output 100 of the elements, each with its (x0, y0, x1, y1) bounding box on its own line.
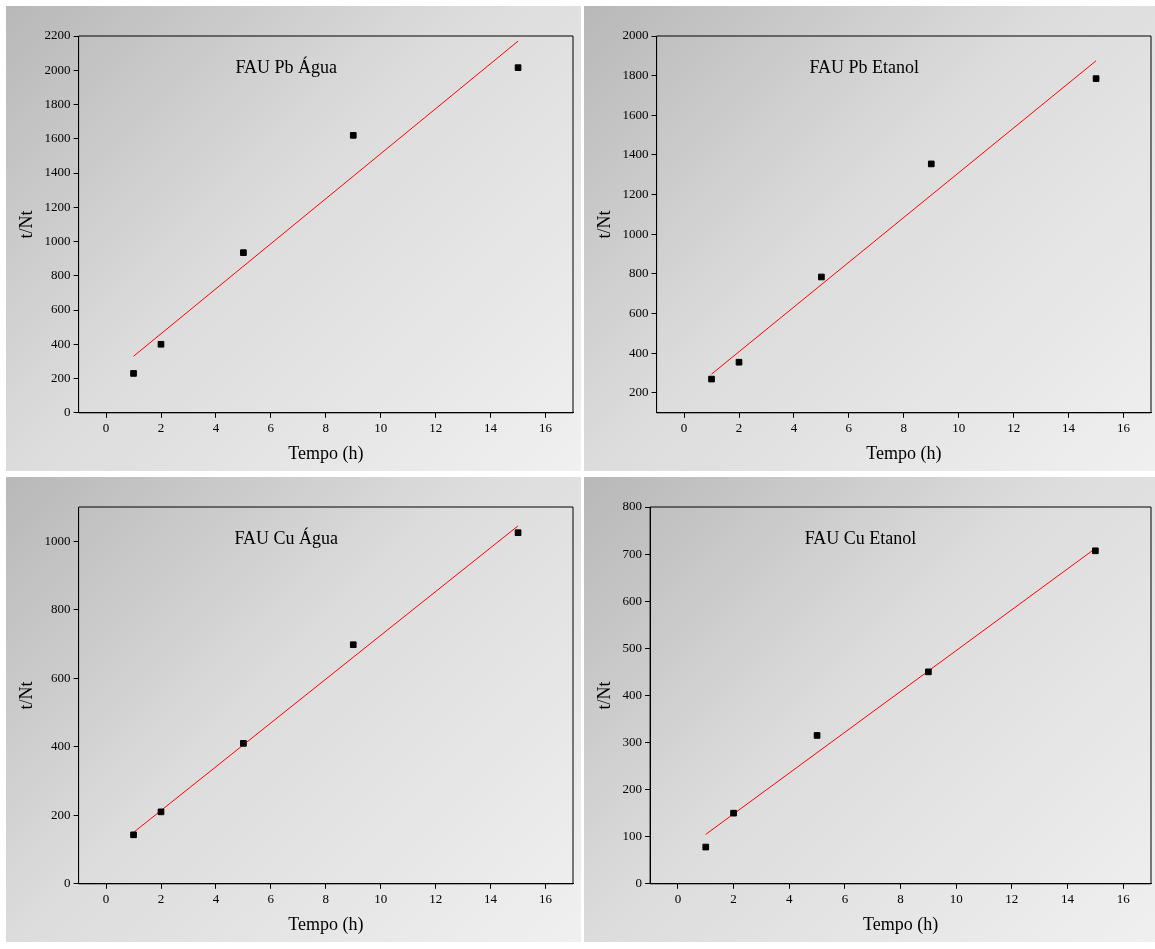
point (818, 273, 825, 281)
y-tick-label: 1000 (44, 232, 71, 248)
point (702, 843, 710, 851)
point (130, 370, 137, 377)
y-tick-label: 1000 (44, 532, 71, 548)
y-tick-label: 1600 (622, 106, 649, 122)
point (1092, 547, 1099, 555)
x-tick-label: 6 (267, 891, 275, 907)
point (130, 831, 137, 839)
point (730, 809, 737, 817)
y-tick-label: 400 (622, 686, 643, 702)
point (925, 668, 932, 676)
y-tick-label: 800 (51, 267, 71, 283)
x-tick-label: 0 (674, 891, 682, 907)
y-tick-label: 1800 (622, 67, 649, 83)
y-tick-label: 600 (622, 592, 643, 608)
x-tick-label: 0 (102, 420, 110, 436)
x-tick-label: 10 (374, 420, 388, 436)
y-tick-label: 1200 (44, 198, 71, 214)
y-tick-label: 200 (51, 369, 71, 385)
y-tick-label: 1400 (622, 146, 649, 162)
y-tick-label: 700 (622, 545, 643, 561)
text: FAU Pb Água (235, 55, 338, 77)
point (157, 808, 165, 816)
x-tick-label: 6 (841, 891, 849, 907)
point (1092, 75, 1100, 82)
x-tick-label: 16 (1117, 420, 1131, 436)
y-tick-label: 200 (629, 384, 649, 400)
text: FAU Pb Etanol (809, 56, 920, 77)
y-tick-label: 1800 (44, 95, 71, 111)
x-tick-label: 14 (484, 891, 498, 907)
x-tick-label: 4 (212, 420, 220, 436)
x-tick-label: 8 (897, 891, 904, 907)
x-tick-label: 14 (1061, 891, 1075, 907)
y-tick-label: 300 (622, 733, 643, 749)
y-tick-label: 0 (64, 404, 71, 420)
text: FAU Cu Água (234, 526, 339, 548)
y-axis-title: t/Nt (15, 681, 36, 710)
point (514, 64, 522, 72)
x-tick-label: 12 (1005, 891, 1019, 907)
x-tick-label: 4 (785, 891, 793, 907)
y-axis-title: t/Nt (593, 210, 614, 239)
x-tick-label: 10 (952, 420, 966, 436)
y-tick-label: 1200 (622, 186, 649, 202)
x-tick-label: 2 (157, 420, 165, 436)
x-tick-label: 12 (429, 891, 443, 907)
y-tick-label: 100 (622, 828, 643, 844)
y-tick-label: 400 (51, 738, 71, 754)
x-axis-title: Tempo (h) (866, 442, 942, 464)
y-tick-label: 2000 (622, 27, 649, 43)
x-tick-label: 10 (949, 891, 963, 907)
x-tick-label: 16 (1116, 891, 1131, 907)
y-tick-label: 1600 (44, 130, 71, 146)
y-tick-label: 500 (622, 639, 643, 655)
y-tick-label: 600 (629, 305, 649, 321)
y-tick-label: 800 (629, 265, 649, 281)
y-tick-label: 800 (622, 498, 643, 514)
x-tick-label: 16 (539, 891, 553, 907)
y-tick-label: 200 (51, 806, 71, 822)
x-tick-label: 2 (157, 891, 165, 907)
point (240, 740, 247, 747)
y-tick-label: 400 (51, 335, 71, 351)
point (157, 340, 165, 348)
x-tick-label: 8 (322, 891, 330, 907)
y-tick-label: 600 (51, 669, 71, 685)
y-tick-label: 2000 (44, 61, 71, 77)
x-tick-label: 16 (539, 420, 553, 436)
x-tick-label: 14 (1062, 420, 1076, 436)
x-tick-label: 0 (680, 420, 688, 436)
x-tick-label: 12 (1007, 420, 1021, 436)
x-tick-label: 14 (484, 420, 498, 436)
x-tick-label: 6 (267, 420, 275, 436)
point (927, 160, 935, 168)
x-tick-label: 8 (900, 420, 908, 436)
x-axis-title: Tempo (h) (288, 913, 364, 935)
x-tick-label: 4 (790, 420, 798, 436)
y-tick-label: 200 (622, 781, 643, 797)
point (735, 358, 743, 366)
x-axis-title: Tempo (h) (862, 913, 939, 935)
point (240, 249, 247, 256)
y-tick-label: 600 (51, 301, 71, 317)
y-tick-label: 2200 (44, 27, 71, 43)
y-axis-title: t/Nt (15, 210, 36, 239)
point (349, 132, 357, 139)
x-tick-label: 12 (429, 420, 443, 436)
x-tick-label: 6 (845, 420, 853, 436)
point (813, 732, 821, 739)
x-tick-label: 4 (212, 891, 220, 907)
y-tick-label: 800 (51, 601, 71, 617)
x-tick-label: 2 (735, 420, 743, 436)
x-tick-label: 10 (374, 891, 388, 907)
y-tick-label: 1400 (44, 164, 71, 180)
y-tick-label: 0 (635, 875, 643, 891)
x-axis-title: Tempo (h) (288, 442, 364, 464)
y-tick-label: 0 (64, 875, 71, 891)
text: FAU Cu Etanol (804, 527, 917, 548)
point (514, 529, 522, 537)
point (708, 375, 715, 383)
y-axis-title: t/Nt (593, 681, 614, 710)
point (349, 641, 357, 649)
